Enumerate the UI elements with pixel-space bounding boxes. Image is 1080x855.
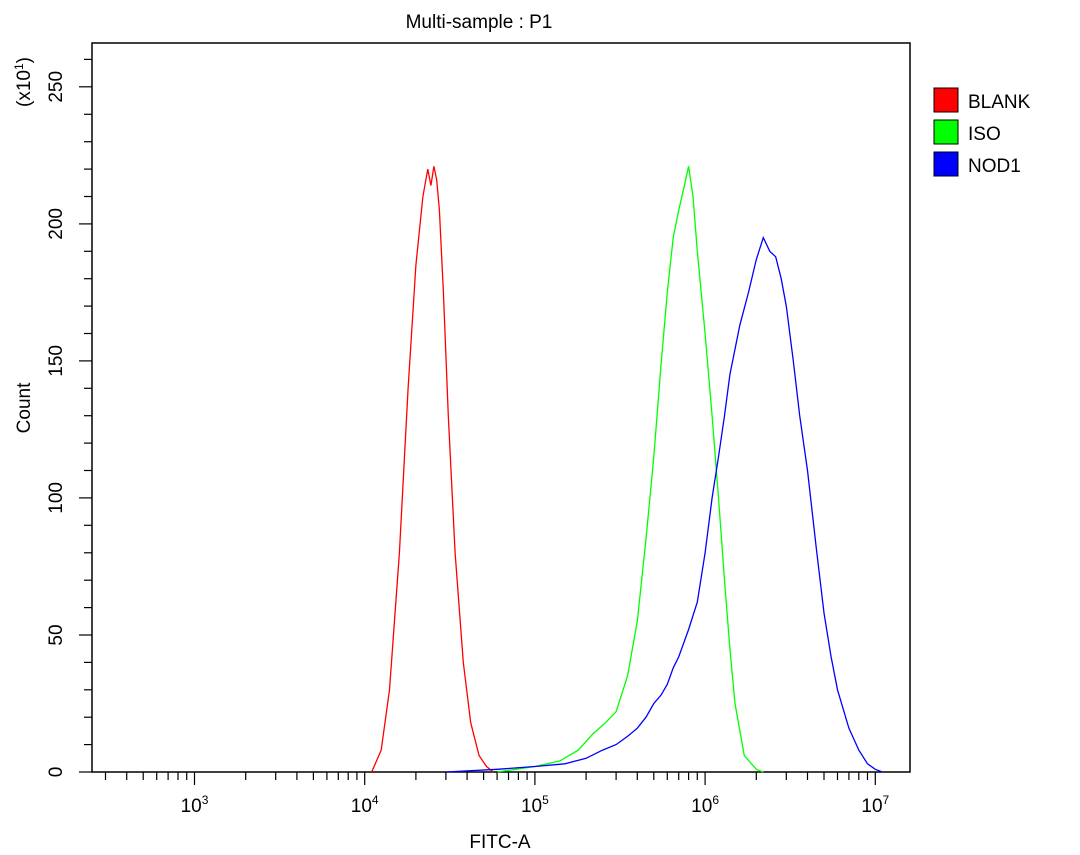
- legend-swatch-iso: [933, 119, 959, 145]
- chart-title: Multi-sample : P1: [406, 12, 553, 33]
- x-axis: 103 104 105 106 107: [104, 772, 890, 817]
- x-tick-label: 104: [351, 793, 379, 817]
- x-tick-exponent: 5: [542, 793, 549, 807]
- y-multiplier-close: ): [14, 57, 35, 63]
- x-tick-exponent: 6: [712, 793, 719, 807]
- legend-label-iso: ISO: [968, 124, 1001, 145]
- y-axis: 0 50 100 150 200 250: [46, 58, 92, 778]
- x-tick-exponent: 4: [372, 793, 379, 807]
- y-tick-label: 100: [46, 482, 67, 514]
- x-tick-base: 10: [691, 796, 712, 817]
- x-tick-exponent: 7: [883, 793, 890, 807]
- x-tick-base: 10: [521, 796, 542, 817]
- y-tick-label: 0: [46, 767, 67, 778]
- y-multiplier-text: (x10: [14, 70, 35, 107]
- x-tick-base: 10: [351, 796, 372, 817]
- x-axis-label: FITC-A: [469, 832, 531, 853]
- y-tick-label: 50: [46, 624, 67, 645]
- legend-swatch-blank: [933, 87, 959, 113]
- x-tick-label: 103: [181, 793, 209, 817]
- series-line-nod1: [445, 235, 883, 773]
- x-tick-base: 10: [181, 796, 202, 817]
- legend: BLANK ISO NOD1: [933, 87, 1031, 177]
- series-line-blank: [371, 166, 494, 773]
- legend-swatch-nod1: [933, 151, 959, 177]
- y-multiplier-label: (x101): [12, 57, 35, 107]
- plot-area: [91, 42, 911, 773]
- y-tick-label: 200: [46, 208, 67, 240]
- x-tick-label: 106: [691, 793, 719, 817]
- x-tick-exponent: 3: [202, 793, 209, 807]
- legend-label-nod1: NOD1: [968, 156, 1021, 177]
- y-multiplier-exponent: 1: [12, 63, 26, 70]
- legend-label-blank: BLANK: [968, 92, 1031, 113]
- series-line-iso: [497, 166, 764, 773]
- x-tick-label: 107: [861, 793, 889, 817]
- series-layer: [371, 166, 883, 773]
- y-axis-label: Count: [14, 382, 35, 433]
- x-tick-base: 10: [861, 796, 882, 817]
- y-tick-label: 250: [46, 71, 67, 103]
- y-tick-label: 150: [46, 345, 67, 377]
- x-tick-label: 105: [521, 793, 549, 817]
